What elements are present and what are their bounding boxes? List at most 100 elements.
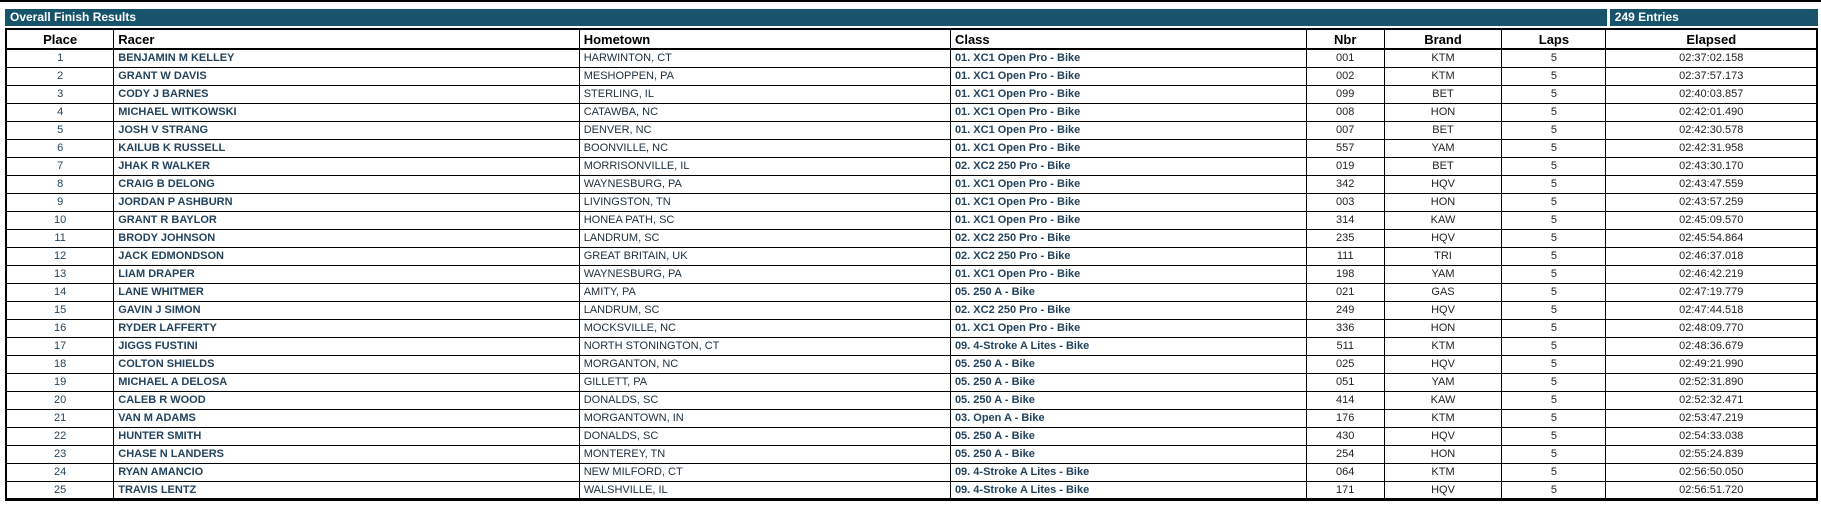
cell-elapsed: 02:55:24.839 (1605, 444, 1818, 464)
cell-racer: VAN M ADAMS (113, 408, 580, 428)
cell-hometown: GILLETT, PA (578, 372, 951, 392)
cell-racer: LANE WHITMER (113, 282, 580, 302)
cell-elapsed: 02:37:02.158 (1605, 48, 1818, 68)
cell-racer: GRANT W DAVIS (113, 66, 580, 86)
cell-place: 13 (5, 264, 115, 284)
cell-nbr: 336 (1305, 318, 1385, 338)
table-row: 11 BRODY JOHNSON LANDRUM, SC 02. XC2 250 Pr… (5, 228, 1818, 248)
cell-racer: JACK EDMONDSON (113, 246, 580, 266)
cell-nbr: 249 (1305, 300, 1385, 320)
cell-place: 10 (5, 210, 115, 230)
cell-nbr: 051 (1305, 372, 1385, 392)
cell-brand: KTM (1383, 48, 1503, 68)
cell-brand: HQV (1383, 354, 1503, 374)
cell-racer: CRAIG B DELONG (113, 174, 580, 194)
cell-racer: JIGGS FUSTINI (113, 336, 580, 356)
cell-brand: HQV (1383, 174, 1503, 194)
cell-laps: 5 (1501, 318, 1607, 338)
cell-class: 05. 250 A - Bike (949, 444, 1307, 464)
table-row: 9 JORDAN P ASHBURN LIVINGSTON, TN 01. XC1 O… (5, 192, 1818, 212)
cell-laps: 5 (1501, 66, 1607, 86)
cell-hometown: MOCKSVILLE, NC (578, 318, 951, 338)
table-row: 20 CALEB R WOOD DONALDS, SC 05. 250 A - Bik… (5, 390, 1818, 410)
page-title: Overall Finish Results (5, 9, 1607, 26)
cell-brand: GAS (1383, 282, 1503, 302)
results-table: Place Racer Hometown Class Nbr Brand Lap… (5, 28, 1818, 501)
cell-laps: 5 (1501, 156, 1607, 176)
cell-class: 01. XC1 Open Pro - Bike (949, 102, 1307, 122)
cell-brand: HON (1383, 102, 1503, 122)
cell-racer: BRODY JOHNSON (113, 228, 580, 248)
cell-hometown: HARWINTON, CT (578, 48, 951, 68)
cell-nbr: 064 (1305, 462, 1385, 482)
cell-laps: 5 (1501, 246, 1607, 266)
cell-hometown: MORRISONVILLE, IL (578, 156, 951, 176)
cell-brand: KTM (1383, 336, 1503, 356)
cell-elapsed: 02:52:32.471 (1605, 390, 1818, 410)
table-row: 17 JIGGS FUSTINI NORTH STONINGTON, CT 09. 4… (5, 336, 1818, 356)
cell-class: 02. XC2 250 Pro - Bike (949, 300, 1307, 320)
cell-class: 05. 250 A - Bike (949, 282, 1307, 302)
cell-class: 01. XC1 Open Pro - Bike (949, 120, 1307, 140)
cell-nbr: 198 (1305, 264, 1385, 284)
cell-hometown: GREAT BRITAIN, UK (578, 246, 951, 266)
cell-laps: 5 (1501, 390, 1607, 410)
cell-brand: HQV (1383, 300, 1503, 320)
cell-place: 1 (5, 48, 115, 68)
cell-place: 8 (5, 174, 115, 194)
cell-laps: 5 (1501, 228, 1607, 248)
cell-hometown: HONEA PATH, SC (578, 210, 951, 230)
cell-hometown: LIVINGSTON, TN (578, 192, 951, 212)
cell-elapsed: 02:43:57.259 (1605, 192, 1818, 212)
cell-elapsed: 02:43:47.559 (1605, 174, 1818, 194)
cell-elapsed: 02:48:09.770 (1605, 318, 1818, 338)
column-header-racer: Racer (113, 28, 580, 50)
cell-nbr: 171 (1305, 480, 1385, 500)
cell-hometown: LANDRUM, SC (578, 300, 951, 320)
cell-racer: JORDAN P ASHBURN (113, 192, 580, 212)
cell-laps: 5 (1501, 444, 1607, 464)
column-header-place: Place (5, 28, 115, 50)
column-header-nbr: Nbr (1305, 28, 1385, 50)
table-row: 7 JHAK R WALKER MORRISONVILLE, IL 02. XC2 2… (5, 156, 1818, 176)
cell-place: 23 (5, 444, 115, 464)
cell-class: 01. XC1 Open Pro - Bike (949, 84, 1307, 104)
cell-racer: LIAM DRAPER (113, 264, 580, 284)
table-row: 6 KAILUB K RUSSELL BOONVILLE, NC 01. XC1 Op… (5, 138, 1818, 158)
cell-nbr: 007 (1305, 120, 1385, 140)
cell-laps: 5 (1501, 336, 1607, 356)
cell-place: 18 (5, 354, 115, 374)
cell-place: 14 (5, 282, 115, 302)
cell-racer: GRANT R BAYLOR (113, 210, 580, 230)
cell-nbr: 176 (1305, 408, 1385, 428)
results-tbody: 1 BENJAMIN M KELLEY HARWINTON, CT 01. XC1 O… (5, 48, 1818, 500)
table-row: 21 VAN M ADAMS MORGANTOWN, IN 03. Open A - … (5, 408, 1818, 428)
cell-brand: HQV (1383, 480, 1503, 500)
cell-racer: RYAN AMANCIO (113, 462, 580, 482)
cell-place: 5 (5, 120, 115, 140)
cell-class: 02. XC2 250 Pro - Bike (949, 228, 1307, 248)
cell-hometown: AMITY, PA (578, 282, 951, 302)
cell-nbr: 557 (1305, 138, 1385, 158)
cell-place: 11 (5, 228, 115, 248)
cell-laps: 5 (1501, 408, 1607, 428)
cell-brand: HQV (1383, 426, 1503, 446)
table-row: 23 CHASE N LANDERS MONTEREY, TN 05. 250 A -… (5, 444, 1818, 464)
cell-laps: 5 (1501, 354, 1607, 374)
cell-elapsed: 02:42:01.490 (1605, 102, 1818, 122)
cell-place: 20 (5, 390, 115, 410)
cell-laps: 5 (1501, 300, 1607, 320)
cell-nbr: 314 (1305, 210, 1385, 230)
cell-laps: 5 (1501, 462, 1607, 482)
cell-place: 24 (5, 462, 115, 482)
cell-class: 05. 250 A - Bike (949, 372, 1307, 392)
table-row: 14 LANE WHITMER AMITY, PA 05. 250 A - Bike 0… (5, 282, 1818, 302)
cell-hometown: MORGANTON, NC (578, 354, 951, 374)
table-row: 12 JACK EDMONDSON GREAT BRITAIN, UK 02. XC2… (5, 246, 1818, 266)
cell-brand: KTM (1383, 66, 1503, 86)
results-panel: Overall Finish Results 249 Entries Place… (5, 9, 1818, 501)
cell-class: 02. XC2 250 Pro - Bike (949, 246, 1307, 266)
cell-racer: JHAK R WALKER (113, 156, 580, 176)
cell-elapsed: 02:48:36.679 (1605, 336, 1818, 356)
cell-elapsed: 02:47:44.518 (1605, 300, 1818, 320)
